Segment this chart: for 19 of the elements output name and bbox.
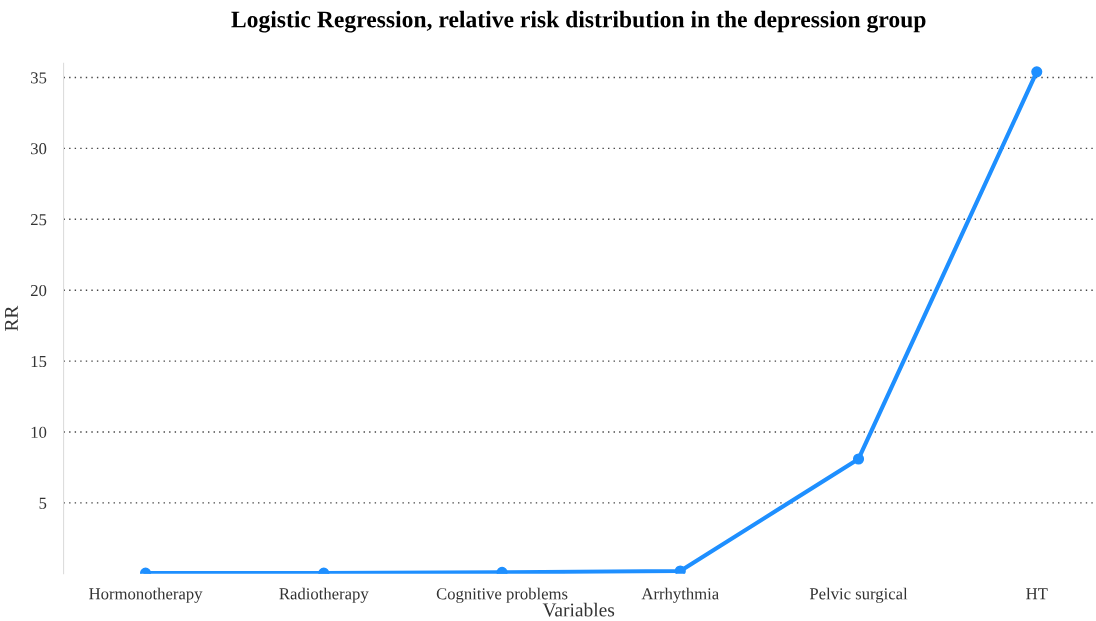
y-tick-label: 25	[30, 214, 47, 226]
y-tick-label: 15	[31, 355, 47, 368]
x-tick-label: HT	[1026, 588, 1048, 600]
x-tick-label: Pelvic surgical	[809, 587, 908, 603]
point	[852, 453, 865, 465]
x-tick-label: Radiotherapy	[279, 587, 369, 603]
y-tick-label: 35	[31, 72, 47, 84]
y-tick-label: 10	[31, 426, 47, 438]
point	[1031, 66, 1043, 78]
y-tick-label: 20	[30, 284, 47, 297]
y-axis-title: RR	[5, 305, 18, 331]
chart-title: Logistic Regression, relative risk distribution in the depression group	[231, 10, 926, 33]
x-tick-label: Arrhythmia	[641, 587, 719, 603]
x-axis-title: Variables	[542, 602, 615, 617]
y-tick-label: 5	[39, 497, 47, 509]
y-tick-label: 30	[31, 143, 47, 155]
x-tick-label: Cognitive problems	[436, 587, 568, 603]
point	[674, 565, 686, 574]
x-tick-label: Hormonotherapy	[89, 587, 203, 603]
